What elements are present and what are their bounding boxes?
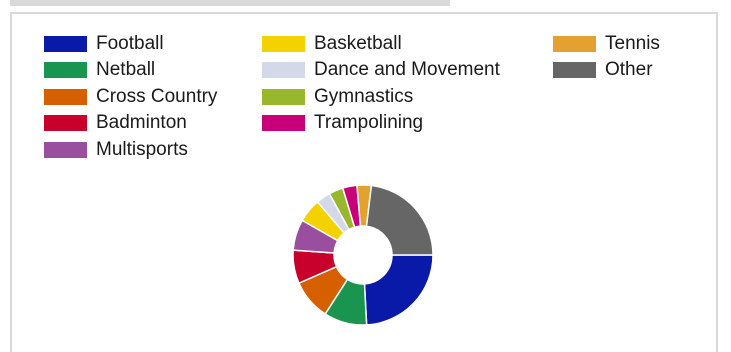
legend-label: Badminton xyxy=(96,112,187,133)
legend-label: Netball xyxy=(96,59,156,80)
legend-label: Other xyxy=(605,59,653,80)
legend-swatch xyxy=(262,62,305,78)
legend-item: Badminton xyxy=(44,112,187,134)
pie-slice xyxy=(365,184,434,256)
legend-item: Tennis xyxy=(553,33,660,55)
legend-item: Trampolining xyxy=(262,112,423,134)
legend-label: Gymnastics xyxy=(314,86,414,107)
legend-item: Multisports xyxy=(44,139,188,161)
legend-label: Trampolining xyxy=(314,112,424,133)
legend-item: Cross Country xyxy=(44,86,217,108)
legend-label: Dance and Movement xyxy=(314,59,500,80)
legend-label: Basketball xyxy=(314,33,402,54)
legend-item: Basketball xyxy=(262,33,402,55)
legend-swatch xyxy=(262,36,305,52)
legend-item: Dance and Movement xyxy=(262,59,500,81)
legend-swatch xyxy=(262,115,305,131)
legend-swatch xyxy=(44,115,87,131)
legend-item: Gymnastics xyxy=(262,86,413,108)
legend-swatch xyxy=(262,89,305,105)
pie-slice xyxy=(363,254,434,326)
legend-label: Multisports xyxy=(96,139,188,160)
legend-label: Tennis xyxy=(605,33,660,54)
donut-chart xyxy=(292,184,434,326)
legend-swatch xyxy=(553,36,596,52)
legend-swatch xyxy=(44,142,87,158)
legend-item: Other xyxy=(553,59,653,81)
legend-label: Football xyxy=(96,33,164,54)
legend-item: Football xyxy=(44,33,164,55)
legend-swatch xyxy=(44,89,87,105)
legend-label: Cross Country xyxy=(96,86,218,107)
legend-swatch xyxy=(44,62,87,78)
top-strip xyxy=(10,0,450,6)
legend-swatch xyxy=(553,62,596,78)
legend-swatch xyxy=(44,36,87,52)
legend-item: Netball xyxy=(44,59,155,81)
